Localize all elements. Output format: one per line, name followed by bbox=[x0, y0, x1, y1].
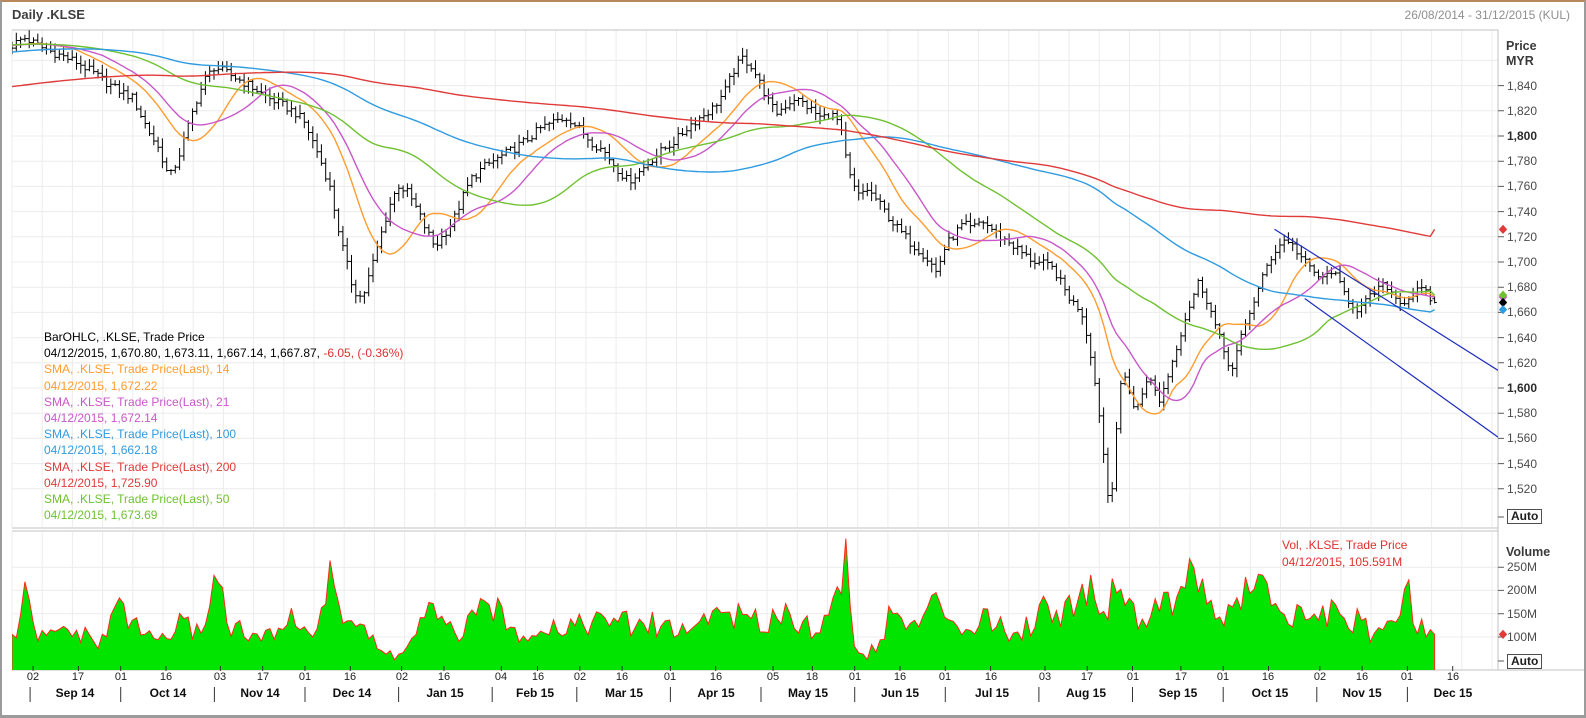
legend-sma-value: 04/12/2015, 1,673.69 bbox=[44, 508, 158, 523]
legend-sma-value: 04/12/2015, 1,672.14 bbox=[44, 411, 158, 426]
sma-50-line bbox=[12, 43, 1436, 350]
trend-line-1[interactable] bbox=[1274, 228, 1498, 371]
volume-axis-auto-button[interactable]: Auto bbox=[1507, 654, 1543, 669]
price-marker-diamond bbox=[1498, 290, 1508, 300]
legend-barohlc-values: 04/12/2015, 1,670.80, 1,673.11, 1,667.14… bbox=[44, 346, 404, 361]
legend-change-value: -6.05, (-0.36%) bbox=[323, 346, 404, 361]
volume-legend: Vol, .KLSE, Trade Price 04/12/2015, 105.… bbox=[1282, 537, 1407, 571]
legend-sma-value: 04/12/2015, 1,672.22 bbox=[44, 378, 158, 393]
chart-title: Daily .KLSE bbox=[12, 7, 85, 22]
legend-sma-name: SMA, .KLSE, Trade Price(Last), 100 bbox=[44, 427, 237, 442]
legend-sma-value: 04/12/2015, 1,662.18 bbox=[44, 443, 158, 458]
sma-100-line bbox=[12, 48, 1435, 313]
panel-borders bbox=[12, 29, 1584, 671]
volume-area bbox=[12, 538, 1436, 670]
volume-marker-diamond bbox=[1498, 629, 1508, 639]
sma-21-line bbox=[12, 43, 1435, 402]
price-axis-auto-button[interactable]: Auto bbox=[1507, 509, 1543, 524]
x-axis-ticks bbox=[29, 666, 1454, 702]
chart-date-range: 26/08/2014 - 31/12/2015 (KUL) bbox=[1404, 8, 1570, 22]
volume-legend-name: Vol, .KLSE, Trade Price bbox=[1282, 538, 1408, 552]
sma-200-line bbox=[12, 71, 1436, 238]
trend-line-2[interactable] bbox=[1304, 298, 1498, 438]
legend-sma-value: 04/12/2015, 1,725.90 bbox=[44, 475, 158, 490]
legend-barohlc-name: BarOHLC, .KLSE, Trade Price bbox=[44, 330, 205, 344]
price-axis-unit: MYR bbox=[1506, 54, 1534, 68]
price-axis-header: Price bbox=[1506, 39, 1537, 53]
price-marker-diamond bbox=[1498, 224, 1508, 234]
legend-sma-name: SMA, .KLSE, Trade Price(Last), 21 bbox=[44, 394, 230, 409]
ohlc-bars bbox=[12, 30, 1437, 503]
volume-axis-header: Volume bbox=[1506, 545, 1551, 559]
volume-legend-value: 04/12/2015, 105.591M bbox=[1282, 555, 1403, 569]
legend-sma-name: SMA, .KLSE, Trade Price(Last), 14 bbox=[44, 362, 230, 377]
legend-sma-name: SMA, .KLSE, Trade Price(Last), 200 bbox=[44, 459, 237, 474]
price-marker-diamond bbox=[1498, 297, 1508, 308]
price-marker-diamond bbox=[1498, 305, 1508, 315]
gridlines bbox=[11, 30, 1498, 670]
axis-tick-marks bbox=[1498, 85, 1504, 662]
legend-sma-name: SMA, .KLSE, Trade Price(Last), 50 bbox=[44, 492, 230, 507]
price-legend: BarOHLC, .KLSE, Trade Price 04/12/2015, … bbox=[44, 329, 403, 523]
